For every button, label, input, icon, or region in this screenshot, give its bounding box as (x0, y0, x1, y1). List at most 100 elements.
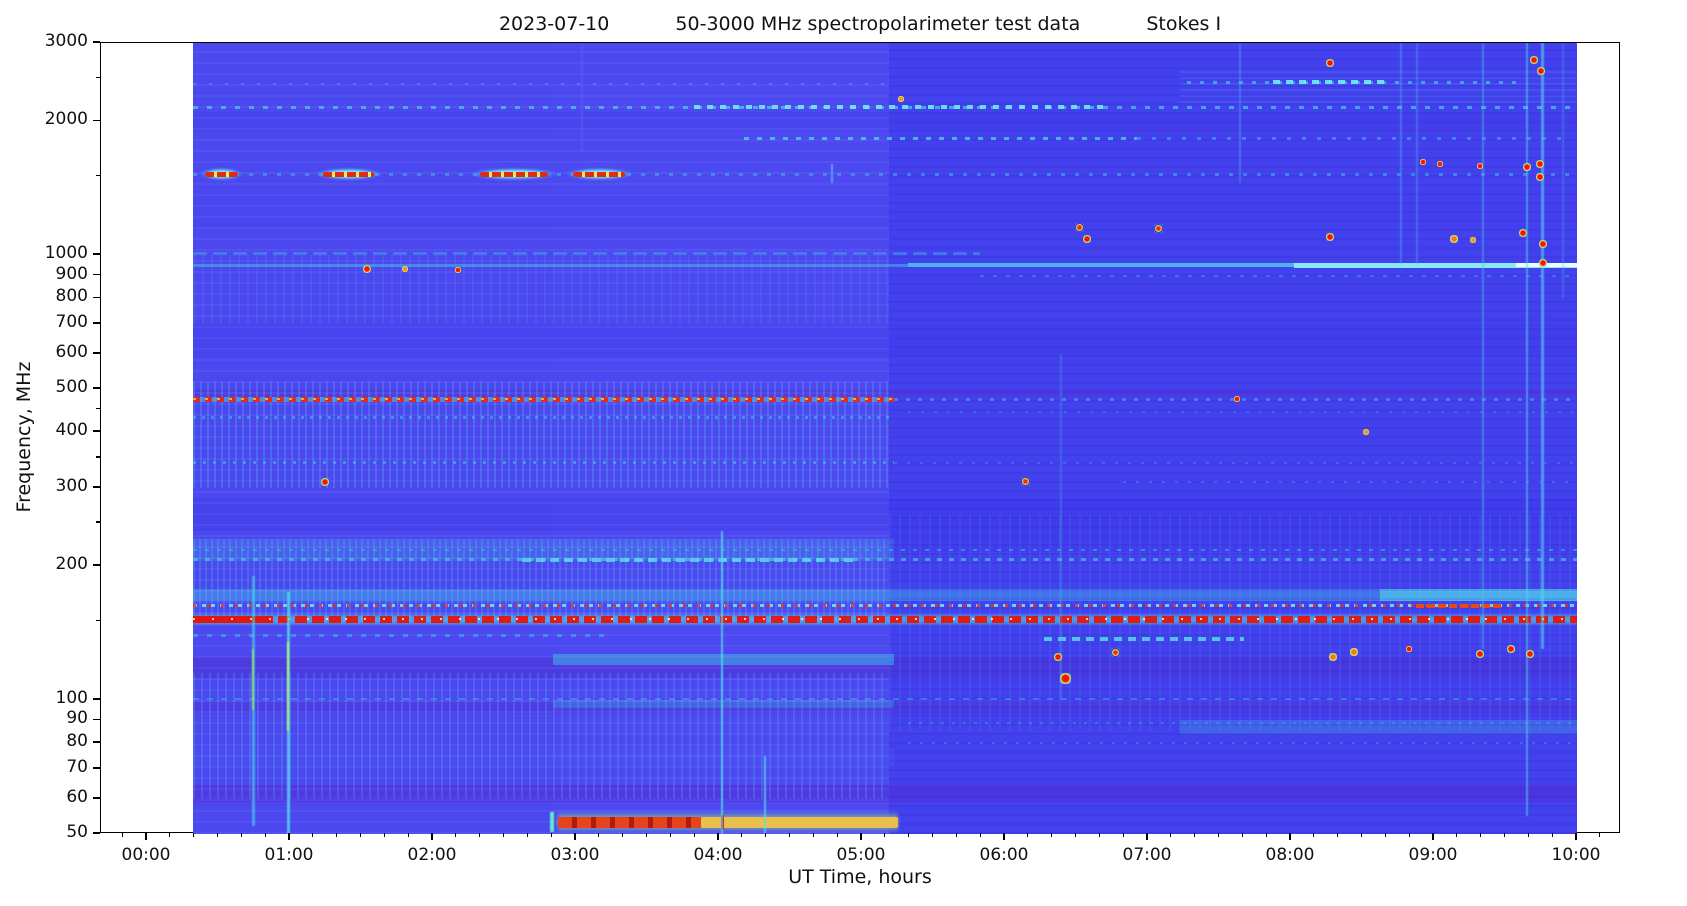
burst-dot (320, 477, 329, 486)
burst-dot (1537, 66, 1546, 75)
rfi-line (1122, 480, 1577, 483)
x-minor-tick (1027, 833, 1029, 837)
x-tick-label: 08:00 (1265, 845, 1315, 865)
blob-1500mhz-core (205, 171, 238, 177)
x-minor-tick (1384, 833, 1386, 837)
y-major-tick (93, 387, 100, 389)
y-major-tick (93, 119, 100, 122)
x-minor-tick (479, 833, 481, 837)
rfi-line (193, 251, 980, 255)
burst-dot (1325, 59, 1334, 68)
burst-dot (1020, 477, 1030, 486)
x-minor-tick (169, 833, 171, 837)
burst-dot (1476, 649, 1484, 658)
texture-overlay (193, 673, 890, 799)
burst-dot (1518, 229, 1527, 238)
x-tick-label: 07:00 (1122, 845, 1172, 865)
burst-dot (1436, 161, 1443, 168)
x-tick-label: 06:00 (979, 845, 1029, 865)
x-minor-tick (908, 833, 910, 837)
y-tick-label: 90 (66, 708, 88, 729)
texture-overlay (193, 43, 890, 834)
x-major-tick (574, 833, 576, 840)
vertical-streak (252, 649, 255, 710)
x-minor-tick (502, 833, 505, 837)
y-tick-label: 700 (55, 312, 88, 333)
x-minor-tick (1217, 833, 1220, 837)
x-tick-label: 03:00 (550, 845, 600, 865)
x-minor-tick (741, 833, 743, 837)
y-major-tick (93, 564, 100, 566)
y-major-tick (93, 767, 100, 769)
rfi-line (908, 263, 1295, 268)
burst-dot (1526, 649, 1535, 658)
band-feature (193, 588, 1577, 601)
burst-dot (454, 267, 461, 274)
blob-1500mhz-core (322, 171, 374, 177)
x-minor-tick (979, 833, 981, 837)
y-tick-label: 70 (66, 756, 88, 777)
burst-dot (897, 95, 904, 102)
rfi-line (193, 618, 1577, 621)
y-major-tick (93, 741, 100, 743)
burst-dot (1110, 647, 1120, 657)
rfi-line (193, 549, 1577, 552)
y-major-tick (93, 430, 100, 433)
band-feature (193, 190, 1577, 229)
burst-dot (1325, 232, 1334, 241)
rfi-line (1043, 637, 1245, 642)
burst-dot (1530, 55, 1539, 64)
x-minor-tick (1313, 833, 1315, 837)
burst-dot (1059, 672, 1071, 684)
x-tick-label: 09:00 (1408, 845, 1458, 865)
burst-dot (1538, 259, 1547, 268)
y-major-tick (93, 698, 100, 700)
burst-dot (1538, 239, 1547, 248)
texture-overlay (193, 539, 890, 622)
vertical-streak (1561, 43, 1564, 299)
x-tick-label: 00:00 (121, 845, 171, 865)
vertical-streak (720, 530, 724, 834)
band-feature (193, 389, 1577, 398)
y-tick-label: 500 (55, 377, 88, 398)
x-minor-tick (1074, 833, 1077, 837)
x-minor-tick (1170, 833, 1172, 837)
x-minor-tick (1503, 833, 1506, 837)
band-feature (193, 702, 1577, 715)
burst-dot (363, 265, 372, 274)
x-minor-tick (1551, 833, 1553, 837)
vertical-streak (1400, 43, 1403, 266)
x-minor-tick (645, 833, 648, 837)
x-minor-tick (312, 833, 314, 837)
burst-dot (1536, 160, 1545, 169)
rfi-line (193, 263, 908, 267)
x-minor-tick (193, 833, 195, 837)
band-feature (193, 784, 1577, 803)
x-minor-tick (1527, 833, 1529, 837)
vertical-streak (764, 755, 766, 834)
burst-dot (1450, 235, 1459, 244)
y-tick-label: 600 (55, 341, 88, 362)
rfi-line (743, 136, 1137, 140)
rfi-line (1136, 136, 1566, 140)
band-feature (193, 656, 1577, 679)
x-minor-tick (1051, 833, 1053, 837)
x-major-tick (145, 833, 147, 840)
x-tick-label: 10:00 (1551, 845, 1601, 865)
band-52mhz-lead (549, 811, 554, 833)
burst-dot (401, 266, 408, 273)
burst-dot (1153, 223, 1163, 233)
y-major-tick (93, 253, 100, 256)
spectrogram-canvas (147, 43, 1577, 834)
rfi-line (521, 557, 858, 562)
x-tick-label: 05:00 (836, 845, 886, 865)
y-minor-tick (96, 521, 100, 523)
vertical-streak (1060, 353, 1062, 701)
rfi-line (908, 410, 1577, 413)
band-feature (193, 748, 894, 767)
y-tick-label: 50 (66, 822, 88, 842)
vertical-streak (1238, 43, 1241, 184)
x-major-tick (1003, 833, 1005, 840)
x-minor-tick (359, 833, 362, 837)
